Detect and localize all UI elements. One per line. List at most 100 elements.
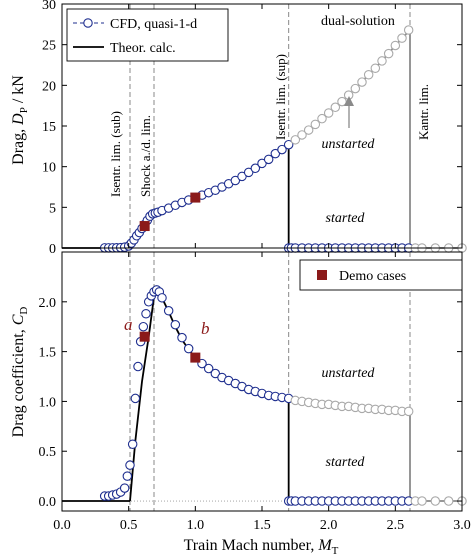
annotation-started: started (326, 455, 366, 470)
cfd-point-unstarted (290, 135, 301, 145)
cfd-point-unstarted (397, 33, 407, 43)
legend-theory-label: Theor. calc. (110, 41, 176, 56)
cfd-point-unstarted (363, 70, 374, 80)
cfd-point-beyond (417, 496, 427, 506)
cfd-point (203, 363, 214, 374)
cfd-point (237, 171, 247, 182)
y-tick-label: 0.5 (39, 445, 57, 460)
unstarted-arrow (344, 96, 354, 128)
cfd-point (257, 158, 267, 169)
cfd-point (141, 309, 151, 319)
top-legend: CFD, quasi-1-d Theor. calc. (66, 8, 229, 62)
x-tick-label: 1.5 (253, 518, 271, 533)
cfd-point-unstarted (323, 108, 334, 118)
annotation-a: a (124, 315, 133, 334)
legend-cfd-marker (83, 18, 93, 28)
cfd-point (125, 460, 135, 470)
demo-case-markers (139, 331, 201, 363)
plot-frame (61, 251, 463, 512)
cfd-point (127, 439, 138, 450)
cfd-point (270, 148, 281, 159)
y-tick-label: 1.5 (39, 346, 57, 361)
y-tick-label: 2.0 (39, 296, 57, 311)
theory-main-line (153, 291, 289, 401)
y-tick-label: 30 (42, 0, 56, 13)
bottom-annotations: a b unstarted started (124, 315, 375, 470)
drag-panel: 0 5 10 15 20 25 30 dual-solution unstarted sta… (10, 0, 467, 257)
legend-demo-label: Demo cases (339, 269, 406, 284)
annotation-dual-solution: dual-solution (321, 14, 395, 29)
top-y-axis-label: Drag, DP / kN (10, 75, 30, 165)
y-tick-label: 0 (49, 242, 56, 257)
cfd-point-unstarted (337, 96, 347, 107)
drag-coefficient-panel: 0.0 0.5 1.0 1.5 2.0 0.0 0.5 1.0 1.5 2.0 2.5 3.0 a … (10, 251, 471, 557)
cfd-point (283, 139, 294, 150)
cfd-point (250, 163, 261, 174)
cfd-point (243, 167, 254, 178)
cfd-point (122, 471, 133, 481)
cfd-point-unstarted (350, 83, 361, 94)
cfd-point (183, 343, 194, 354)
top-annotations: dual-solution unstarted started Isentr. … (108, 14, 431, 226)
plot-frame (61, 3, 463, 249)
y-tick-label: 15 (42, 120, 56, 135)
demo-case-marker (190, 352, 201, 363)
cfd-point-unstarted (383, 48, 394, 59)
legend-cfd-label: CFD, quasi-1-d (110, 17, 197, 32)
cfd-point (263, 154, 274, 165)
bottom-legend: Demo cases (299, 259, 463, 291)
annotation-kantr: Kantr. lim. (416, 84, 431, 140)
cfd-point (119, 483, 130, 493)
cfd-point-unstarted (330, 102, 341, 113)
cfd-point-unstarted (370, 63, 381, 74)
y-ticks: 0.0 0.5 1.0 1.5 2.0 (39, 296, 462, 510)
x-tick-label: 2.0 (320, 518, 338, 533)
cfd-point (163, 306, 174, 316)
annotation-started: started (326, 211, 366, 226)
x-tick-label: 0.0 (53, 518, 71, 533)
limit-lines (129, 252, 411, 511)
demo-case-markers (139, 192, 201, 232)
y-tick-label: 20 (42, 79, 56, 94)
cfd-point-unstarted (303, 125, 314, 135)
cfd-point (170, 319, 181, 330)
annotation-isentr-sub: Isentr. lim. (sub) (108, 111, 123, 197)
cfd-point-unstarted (317, 113, 327, 124)
annotation-isentr-sup: Isentr. lim. (sup) (273, 54, 288, 140)
cfd-point (138, 321, 149, 332)
cfd-markers (99, 285, 467, 506)
cfd-point (230, 175, 241, 186)
y-tick-label: 10 (42, 161, 56, 176)
cfd-point (157, 293, 167, 303)
x-tick-label: 1.0 (187, 518, 205, 533)
demo-case-marker (190, 192, 201, 203)
x-tick-label: 0.5 (120, 518, 138, 533)
y-tick-label: 0.0 (39, 495, 57, 510)
cfd-point-unstarted (357, 77, 367, 87)
cfd-point-unstarted (403, 406, 414, 417)
annotation-shock: Shock a./d. lim. (138, 115, 153, 197)
cfd-point-unstarted (377, 56, 387, 66)
legend-demo-marker (317, 270, 327, 280)
cfd-point-beyond (430, 496, 441, 506)
y-ticks: 0 5 10 15 20 25 30 (42, 0, 462, 257)
cfd-point-unstarted (310, 119, 321, 130)
cfd-point (133, 361, 143, 372)
bottom-y-axis-label: Drag coefficient, CD (10, 307, 30, 438)
x-tick-label: 2.5 (387, 518, 405, 533)
cfd-point-unstarted (297, 130, 307, 140)
annotation-unstarted: unstarted (322, 366, 376, 381)
cfd-point (277, 144, 287, 155)
demo-case-marker (139, 331, 150, 342)
cfd-point (177, 332, 187, 343)
x-axis-label: Train Mach number, MT (184, 537, 339, 557)
y-tick-label: 5 (49, 201, 56, 216)
x-ticks: 0.0 0.5 1.0 1.5 2.0 2.5 3.0 (53, 252, 471, 533)
y-tick-label: 1.0 (39, 395, 57, 410)
cfd-point (130, 393, 141, 404)
cfd-markers (99, 25, 467, 253)
theory-rise-line (129, 296, 155, 502)
demo-case-marker (139, 221, 150, 232)
cfd-point-unstarted (403, 25, 414, 35)
